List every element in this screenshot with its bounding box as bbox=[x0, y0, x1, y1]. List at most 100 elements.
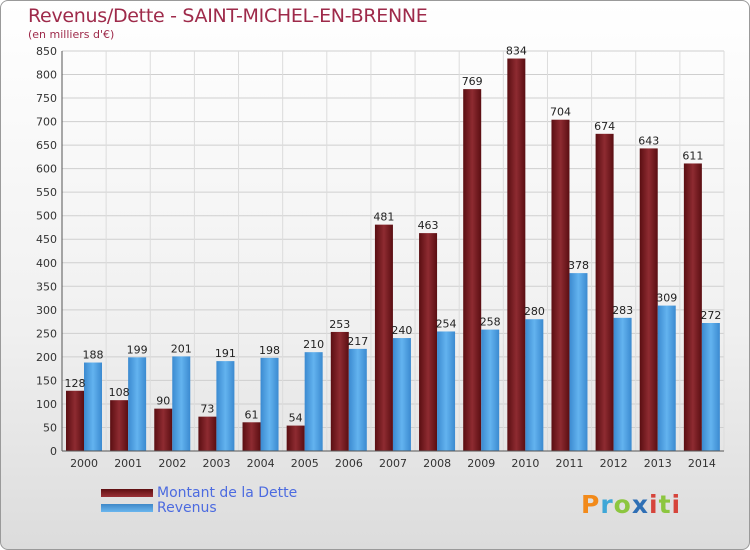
data-labels: 128 188 108 199 90 201 73 191 61 198 54 210 253 217 48… bbox=[65, 45, 722, 425]
y-tick-label: 350 bbox=[36, 280, 57, 293]
bar-revenue-2007 bbox=[392, 338, 411, 451]
bar-debt-2007 bbox=[374, 224, 393, 451]
bar-revenue-2003 bbox=[216, 361, 235, 451]
bar-revenue-2005 bbox=[304, 352, 323, 451]
bar-debt-2004 bbox=[242, 422, 261, 451]
legend-swatch-revenue bbox=[101, 504, 153, 512]
bar-revenue-2001 bbox=[128, 357, 147, 451]
bar-debt-2012 bbox=[595, 133, 614, 451]
bar-revenue-2010 bbox=[525, 319, 544, 451]
value-label-debt-2006: 253 bbox=[329, 318, 350, 331]
value-label-debt-2014: 611 bbox=[682, 149, 703, 162]
x-tick-label-2003: 2003 bbox=[202, 457, 230, 470]
value-label-revenue-2000: 188 bbox=[83, 349, 104, 362]
value-label-debt-2000: 128 bbox=[65, 377, 86, 390]
y-tick-label: 400 bbox=[36, 257, 57, 270]
x-tick-label-2004: 2004 bbox=[247, 457, 275, 470]
y-tick-label: 0 bbox=[50, 445, 57, 458]
proxiti-logo: Proxiti bbox=[581, 490, 682, 519]
y-tick-label: 200 bbox=[36, 351, 57, 364]
value-label-revenue-2003: 191 bbox=[215, 347, 236, 360]
bar-revenue-2011 bbox=[569, 273, 588, 451]
y-tick-label: 700 bbox=[36, 116, 57, 129]
legend-label-debt: Montant de la Dette bbox=[157, 485, 298, 501]
bar-revenue-2009 bbox=[481, 329, 500, 451]
x-tick-label-2009: 2009 bbox=[467, 457, 495, 470]
y-tick-label: 800 bbox=[36, 69, 57, 82]
value-label-revenue-2009: 258 bbox=[480, 316, 501, 329]
x-tick-label-2013: 2013 bbox=[644, 457, 672, 470]
bar-revenue-2012 bbox=[613, 317, 632, 451]
value-label-debt-2005: 54 bbox=[289, 412, 303, 425]
value-label-debt-2011: 704 bbox=[550, 106, 571, 119]
y-tick-label: 850 bbox=[36, 45, 57, 58]
x-tick-label-2000: 2000 bbox=[70, 457, 98, 470]
x-tick-label-2005: 2005 bbox=[291, 457, 319, 470]
value-label-debt-2010: 834 bbox=[506, 45, 527, 58]
x-tick-label-2001: 2001 bbox=[114, 457, 142, 470]
x-tick-label-2014: 2014 bbox=[688, 457, 716, 470]
x-tick-label-2002: 2002 bbox=[158, 457, 186, 470]
x-tick-label-2010: 2010 bbox=[511, 457, 539, 470]
x-tick-label-2011: 2011 bbox=[556, 457, 584, 470]
y-tick-label: 100 bbox=[36, 398, 57, 411]
value-label-revenue-2014: 272 bbox=[700, 309, 721, 322]
value-label-revenue-2002: 201 bbox=[171, 342, 192, 355]
bar-debt-2008 bbox=[419, 233, 438, 451]
bar-debt-2001 bbox=[110, 400, 129, 451]
bar-revenue-2008 bbox=[437, 331, 456, 451]
value-label-debt-2007: 481 bbox=[373, 211, 394, 224]
value-label-debt-2002: 90 bbox=[156, 395, 170, 408]
chart-subtitle: (en milliers d'€) bbox=[28, 28, 115, 41]
bar-debt-2005 bbox=[286, 425, 305, 451]
y-tick-label: 750 bbox=[36, 92, 57, 105]
value-label-revenue-2004: 198 bbox=[259, 344, 280, 357]
value-label-revenue-2007: 240 bbox=[391, 324, 412, 337]
y-tick-label: 250 bbox=[36, 327, 57, 340]
bar-debt-2002 bbox=[154, 408, 173, 451]
value-label-revenue-2011: 378 bbox=[568, 259, 589, 272]
value-label-debt-2003: 73 bbox=[200, 403, 214, 416]
value-label-debt-2004: 61 bbox=[245, 408, 259, 421]
value-label-debt-2008: 463 bbox=[418, 219, 439, 232]
y-tick-label: 600 bbox=[36, 163, 57, 176]
legend-label-revenue: Revenus bbox=[157, 500, 217, 516]
bar-revenue-2000 bbox=[84, 362, 102, 451]
x-tick-label-2012: 2012 bbox=[600, 457, 628, 470]
value-label-debt-2013: 643 bbox=[638, 134, 659, 147]
y-tick-label: 500 bbox=[36, 210, 57, 223]
x-tick-label-2006: 2006 bbox=[335, 457, 363, 470]
value-label-revenue-2006: 217 bbox=[347, 335, 368, 348]
y-tick-label: 450 bbox=[36, 233, 57, 246]
bar-revenue-2006 bbox=[348, 348, 367, 451]
value-label-revenue-2001: 199 bbox=[127, 343, 148, 356]
value-label-debt-2001: 108 bbox=[109, 386, 130, 399]
bar-debt-2006 bbox=[330, 331, 349, 451]
bar-debt-2013 bbox=[639, 148, 658, 452]
bar-debt-2011 bbox=[551, 119, 570, 452]
y-tick-label: 650 bbox=[36, 139, 57, 152]
value-label-debt-2012: 674 bbox=[594, 120, 615, 133]
y-tick-label: 50 bbox=[43, 421, 57, 434]
bar-debt-2009 bbox=[463, 89, 482, 451]
value-label-revenue-2012: 283 bbox=[612, 304, 633, 317]
value-label-revenue-2008: 254 bbox=[436, 317, 457, 330]
legend-swatch-debt bbox=[101, 489, 153, 497]
bar-revenue-2013 bbox=[657, 305, 676, 451]
y-tick-label: 300 bbox=[36, 304, 57, 317]
value-label-revenue-2005: 210 bbox=[303, 338, 324, 351]
bar-debt-2003 bbox=[198, 416, 217, 451]
value-label-revenue-2013: 309 bbox=[656, 292, 677, 305]
bar-revenue-2004 bbox=[260, 357, 279, 451]
bar-revenue-2002 bbox=[172, 356, 191, 451]
bar-debt-2010 bbox=[507, 58, 526, 451]
y-tick-label: 150 bbox=[36, 374, 57, 387]
y-tick-label: 550 bbox=[36, 186, 57, 199]
chart-title: Revenus/Dette - SAINT-MICHEL-EN-BRENNE bbox=[28, 5, 428, 27]
x-tick-label-2008: 2008 bbox=[423, 457, 451, 470]
value-label-revenue-2010: 280 bbox=[524, 305, 545, 318]
bar-debt-2014 bbox=[683, 163, 702, 451]
bars bbox=[66, 58, 720, 452]
value-label-debt-2009: 769 bbox=[462, 75, 483, 88]
